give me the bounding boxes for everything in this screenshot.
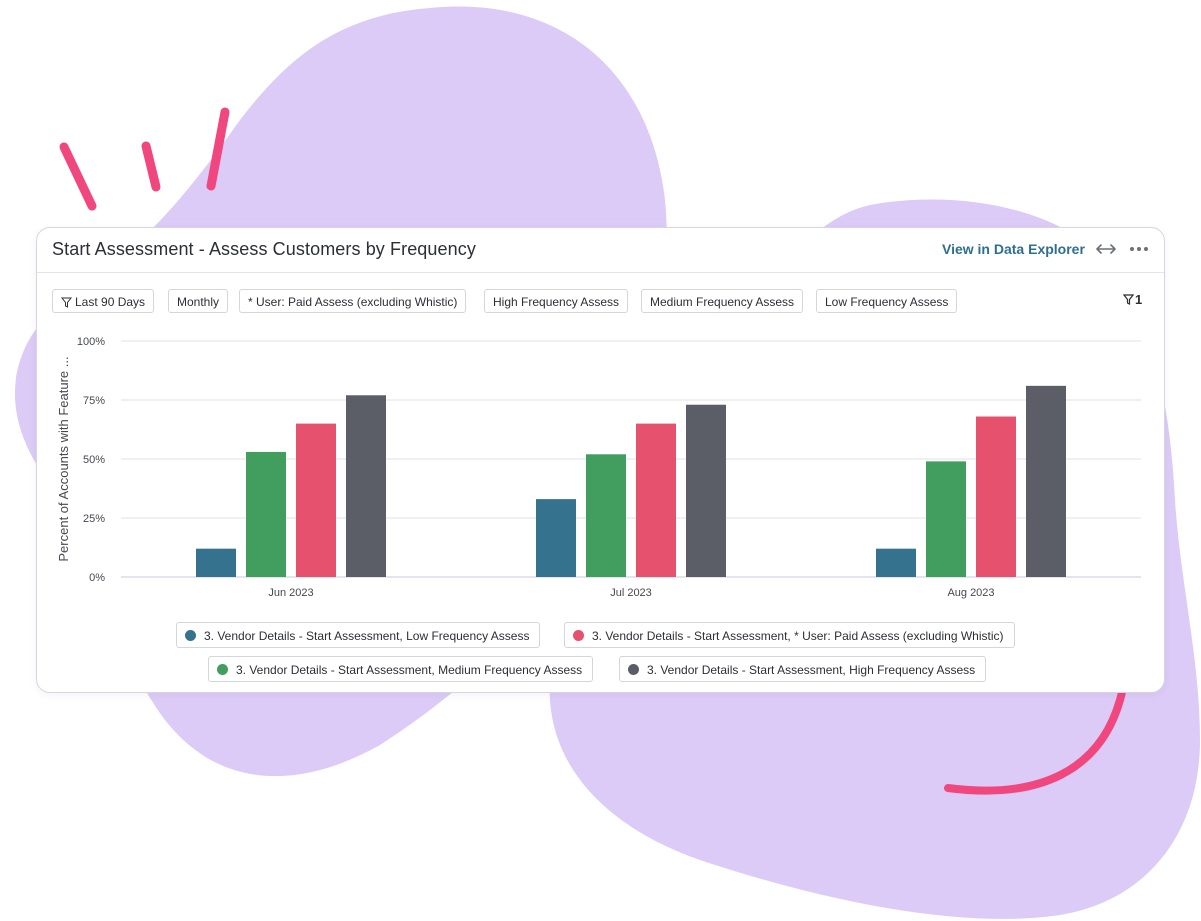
card-title: Start Assessment - Assess Customers by F… (52, 239, 476, 259)
filter-chip-interval[interactable]: Monthly (168, 289, 229, 313)
legend-label: 3. Vendor Details - Start Assessment, * … (592, 629, 1004, 643)
filter-icon (60, 297, 73, 308)
y-axis-label: Percent of Accounts with Feature ... (56, 356, 71, 561)
filter-chip-label: High Frequency Assess (493, 295, 620, 309)
bar (686, 404, 726, 577)
y-tick-label: 100% (77, 336, 105, 348)
legend-item-high-frequency[interactable]: 3. Vendor Details - Start Assessment, Hi… (619, 656, 987, 682)
filter-chip-low-frequency[interactable]: Low Frequency Assess (816, 289, 958, 313)
filter-chip-label: * User: Paid Assess (excluding Whistic) (248, 295, 458, 309)
bar (536, 499, 576, 577)
chart-card: Start Assessment - Assess Customers by F… (36, 227, 1165, 693)
filter-chip-segment[interactable]: * User: Paid Assess (excluding Whistic) (239, 289, 467, 313)
filter-chip-label: Last 90 Days (75, 295, 146, 309)
legend-swatch (185, 630, 196, 641)
y-tick-label: 50% (83, 454, 105, 466)
legend-swatch (573, 630, 584, 641)
bar (636, 423, 676, 577)
expand-arrows-icon[interactable] (1095, 241, 1117, 257)
bar (1026, 385, 1066, 577)
legend-swatch (628, 664, 639, 675)
bar (346, 395, 386, 577)
legend-item-paid-assess[interactable]: 3. Vendor Details - Start Assessment, * … (564, 622, 1015, 648)
legend-item-medium-frequency[interactable]: 3. Vendor Details - Start Assessment, Me… (208, 656, 594, 682)
bar (876, 548, 916, 577)
bar (926, 461, 966, 577)
filter-count-value: 1 (1135, 292, 1143, 307)
legend-swatch (217, 664, 228, 675)
y-tick-label: 0% (89, 572, 105, 584)
filter-chip-medium-frequency[interactable]: Medium Frequency Assess (641, 289, 804, 313)
bar (976, 416, 1016, 577)
legend-label: 3. Vendor Details - Start Assessment, Hi… (647, 663, 976, 677)
x-tick-label: Jun 2023 (268, 587, 313, 599)
bar (296, 423, 336, 577)
legend-label: 3. Vendor Details - Start Assessment, Me… (236, 663, 583, 677)
x-tick-label: Aug 2023 (947, 587, 994, 599)
filter-chip-label: Medium Frequency Assess (650, 295, 795, 309)
filter-chip-high-frequency[interactable]: High Frequency Assess (484, 289, 629, 313)
view-in-data-explorer-link[interactable]: View in Data Explorer (942, 241, 1085, 257)
bar-chart: 0% 25% 50% 75% 100% Percent of Accounts with … (56, 336, 1141, 599)
bar (246, 451, 286, 577)
x-tick-label: Jul 2023 (610, 587, 652, 599)
bar (586, 454, 626, 577)
card-header: Start Assessment - Assess Customers by F… (37, 228, 1164, 273)
filter-icon (1122, 294, 1135, 305)
legend-item-low-frequency[interactable]: 3. Vendor Details - Start Assessment, Lo… (176, 622, 541, 648)
bar (196, 548, 236, 577)
filter-chip-date-range[interactable]: Last 90 Days (52, 289, 155, 313)
legend-label: 3. Vendor Details - Start Assessment, Lo… (204, 629, 530, 643)
y-tick-label: 25% (83, 513, 105, 525)
active-filter-count[interactable]: 1 (1122, 292, 1143, 307)
filter-chip-label: Low Frequency Assess (825, 295, 949, 309)
filter-chip-label: Monthly (177, 295, 220, 309)
more-dots-icon[interactable] (1128, 241, 1150, 257)
y-tick-label: 75% (83, 395, 105, 407)
